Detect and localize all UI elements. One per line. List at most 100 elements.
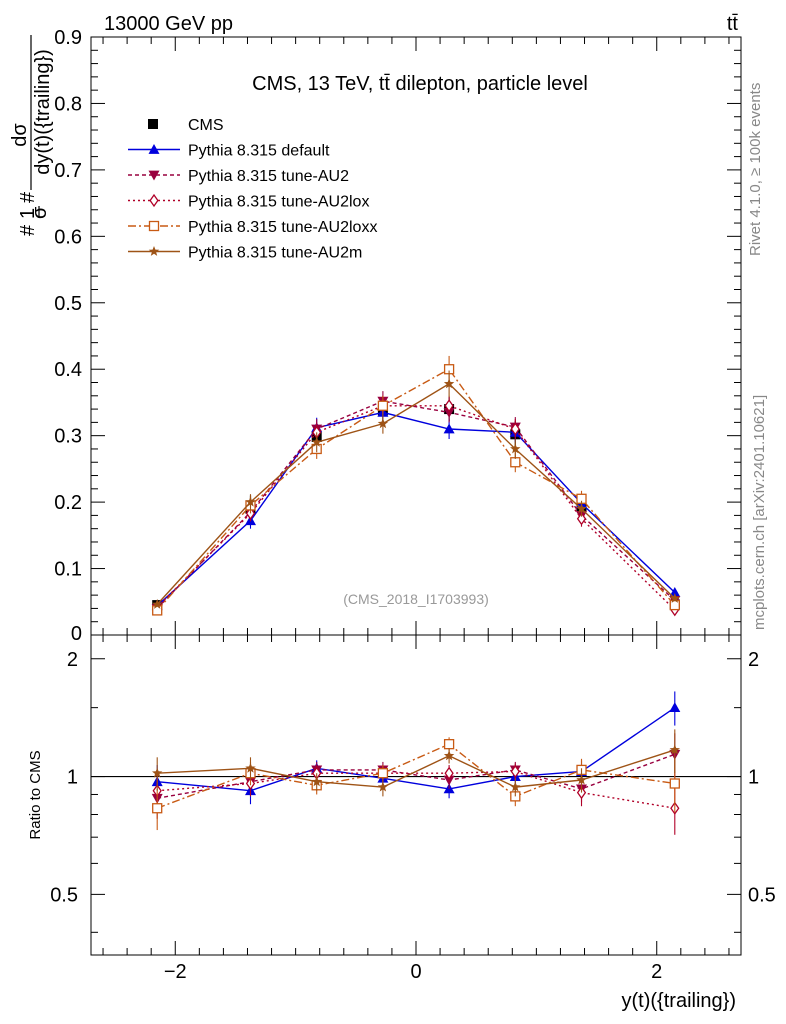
ratio-tick-label-right: 0.5 [748, 884, 776, 906]
series-pythia-8-315-default-ratio [151, 691, 681, 805]
series-pythia-8-315-tune-au2m-point [245, 496, 256, 507]
series-pythia-8-315-tune-au2loxx-point [152, 605, 163, 616]
series-pythia-8-315-tune-au2m-ratio-point [152, 767, 163, 778]
y-tick-label: 0.3 [54, 426, 82, 448]
series-pythia-8-315-tune-au2loxx-point [510, 457, 521, 468]
series-pythia-8-315-tune-au2m-ratio-point [669, 744, 680, 755]
series-pythia-8-315-tune-au2m-line [156, 382, 676, 605]
legend-label: Pythia 8.315 tune-AU2loxx [188, 219, 377, 236]
series-pythia-8-315-tune-au2lox [152, 395, 680, 617]
legend-marker [148, 144, 160, 154]
legend: CMS Pythia 8.315 default Pythia 8.315 tune… [128, 117, 377, 262]
ratio-plot-frame [90, 634, 742, 956]
series-pythia-8-315-tune-au2lox-ratio-point [444, 766, 454, 780]
y-tick-label: 0.5 [54, 293, 82, 315]
y-tick-label: 0.2 [54, 492, 82, 514]
series-pythia-8-315-tune-au2lox-ratio-point [510, 764, 520, 779]
ratio-series-group [151, 691, 681, 835]
series-pythia-8-315-default-line [156, 411, 676, 607]
series-pythia-8-315-tune-au2m-point [443, 378, 455, 389]
series-pythia-8-315-tune-au2m-point [377, 418, 389, 429]
series-pythia-8-315-tune-au2loxx-ratio-point [377, 768, 389, 779]
header-right: tt̄ [727, 13, 739, 35]
y-tick-label: 0.1 [54, 559, 82, 581]
legend-label-cms: CMS [188, 117, 224, 134]
series-pythia-8-315-tune-au2m [152, 370, 680, 609]
x-tick-label: −2 [164, 961, 187, 983]
y-axis-label: # 1 σ # dσ dy(t)({trailing}) [9, 35, 54, 236]
legend-marker-cms [148, 119, 158, 129]
ratio-tick-label: 1 [67, 767, 78, 789]
series-pythia-8-315-tune-au2m-ratio-line [157, 749, 676, 788]
legend-marker [148, 220, 160, 232]
series-pythia-8-315-default-point [669, 586, 681, 597]
series-pythia-8-315-tune-au2-line [156, 400, 676, 609]
series-pythia-8-315-tune-au2loxx-ratio-point [443, 739, 455, 750]
series-pythia-8-315-tune-au2m-ratio-point [311, 776, 322, 787]
analysis-watermark: (CMS_2018_I1703993) [343, 591, 489, 607]
header-left: 13000 GeV pp [104, 13, 233, 35]
series-pythia-8-315-tune-au2m-point [576, 503, 587, 514]
y-axis-label-denominator: dy(t)({trailing}) [32, 49, 54, 175]
series-pythia-8-315-tune-au2m-ratio-point [510, 781, 521, 792]
y-tick-label: 0.8 [54, 93, 82, 115]
legend-label: Pythia 8.315 default [188, 143, 330, 160]
series-pythia-8-315-tune-au2 [151, 391, 681, 614]
series-pythia-8-315-tune-au2m-point [311, 436, 322, 447]
legend-marker [149, 193, 159, 208]
legend-entry-4: Pythia 8.315 tune-AU2loxx [128, 219, 377, 236]
series-pythia-8-315-tune-au2m-ratio [152, 729, 680, 797]
axis-tick-labels: 0 0.1 0.2 0.3 0.4 0.5 0.6 0.7 0.8 0.9 −2 0 2 0.5 0.5 1 1… [50, 27, 776, 983]
y-axis-label-sigma: σ [29, 206, 51, 219]
series-pythia-8-315-tune-au2loxx-point [377, 400, 389, 411]
legend-entry-1: Pythia 8.315 default [128, 143, 330, 160]
legend-entry-2: Pythia 8.315 tune-AU2 [128, 168, 349, 185]
series-pythia-8-315-tune-au2m-point [669, 593, 680, 603]
x-tick-label: 2 [651, 961, 662, 983]
series-pythia-8-315-tune-au2m-ratio-point [377, 781, 389, 792]
series-pythia-8-315-tune-au2m-point [510, 443, 521, 454]
y-axis-label-sep: # [17, 191, 39, 203]
series-pythia-8-315-tune-au2loxx-ratio-point [152, 803, 163, 814]
y-tick-label: 0.4 [54, 359, 82, 381]
x-axis-label: y(t)({trailing}) [622, 990, 736, 1012]
legend-marker [148, 170, 160, 181]
y-axis-label-prefix: # [17, 224, 39, 236]
y-tick-label: 0 [71, 623, 82, 645]
series-pythia-8-315-tune-au2loxx-ratio-point [669, 778, 680, 789]
main-series-group [151, 355, 681, 617]
legend-entry-3: Pythia 8.315 tune-AU2lox [128, 194, 369, 211]
series-pythia-8-315-tune-au2m-ratio-point [245, 762, 256, 773]
legend-entry-cms: CMS [148, 117, 224, 134]
series-pythia-8-315-tune-au2loxx-point [669, 599, 680, 611]
y-axis-label-one: 1 [17, 208, 39, 219]
series-pythia-8-315-tune-au2loxx [152, 355, 680, 616]
x-tick-label: 0 [410, 961, 421, 983]
legend-marker [148, 246, 160, 256]
series-pythia-8-315-tune-au2lox-point [576, 512, 587, 526]
series-pythia-8-315-default-point [443, 423, 455, 434]
legend-label: Pythia 8.315 tune-AU2lox [188, 194, 369, 211]
series-pythia-8-315-tune-au2lox-point [444, 399, 454, 413]
legend-label: Pythia 8.315 tune-AU2m [188, 245, 362, 262]
series-pythia-8-315-tune-au2m-point [152, 598, 163, 609]
side-text-mcplots: mcplots.cern.ch [arXiv:2401.10621] [751, 395, 768, 630]
series-pythia-8-315-tune-au2loxx-ratio-line [156, 743, 675, 809]
series-pythia-8-315-tune-au2lox-line [156, 405, 676, 611]
ratio-tick-label: 2 [67, 649, 78, 671]
ratio-tick-label-right: 1 [748, 767, 759, 789]
y-tick-label: 0.6 [54, 226, 82, 248]
series-cms-data [152, 397, 680, 611]
side-text-rivet: Rivet 4.1.0, ≥ 100k events [747, 83, 764, 256]
axis-ticks [91, 36, 741, 955]
ratio-tick-label: 0.5 [50, 884, 78, 906]
y-axis-label-numerator: dσ [9, 123, 31, 147]
series-pythia-8-315-tune-au2m-ratio-point [576, 774, 587, 785]
legend-entry-5: Pythia 8.315 tune-AU2m [128, 245, 362, 262]
series-pythia-8-315-tune-au2m-ratio-point [443, 750, 455, 761]
y-tick-label: 0.9 [54, 27, 82, 49]
chart-title: CMS, 13 TeV, tt̄ dilepton, particle leve… [252, 73, 588, 95]
series-pythia-8-315-default-ratio-point [669, 702, 681, 713]
series-pythia-8-315-tune-au2lox-point [510, 422, 520, 436]
